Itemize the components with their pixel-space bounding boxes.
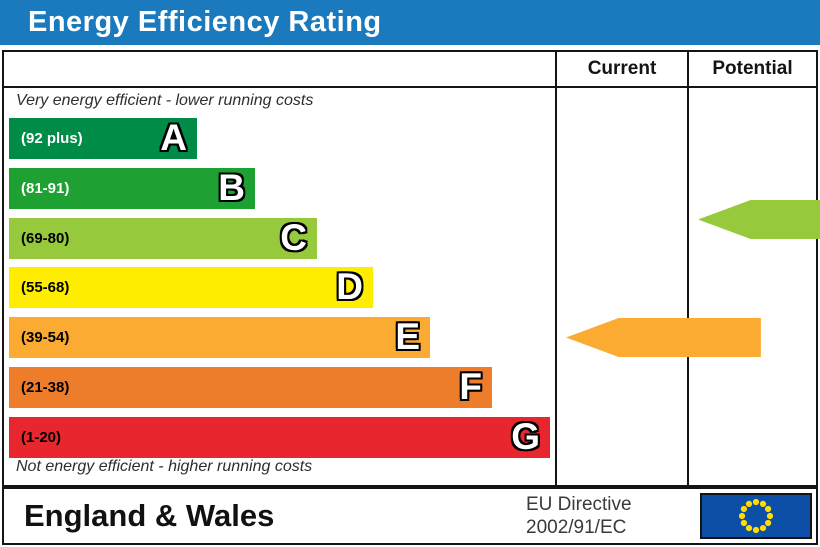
band-range-label: (81-91) [21,180,70,197]
column-header-current: Current [587,58,657,79]
band-letter-e: E [395,316,420,357]
band-range-label: (1-20) [21,429,62,446]
band-letter-b: B [218,167,245,208]
band-row-b: (81-91) B [9,168,255,209]
band-range-label: (39-54) [21,329,70,346]
band-letter-c: C [280,217,307,258]
column-header-potential: Potential [712,58,793,79]
band-range-label: (55-68) [21,279,70,296]
eu-flag-stars [738,498,774,534]
page-title: Energy Efficiency Rating [28,6,382,38]
eu-directive-line1: EU Directive [526,494,632,515]
eu-directive-label: EU Directive 2002/91/EC [526,493,632,539]
title-bar: Energy Efficiency Rating [0,0,820,45]
current-rating-value: 47 [760,321,796,353]
band-range-label: (21-38) [21,379,70,396]
band-letter-a: A [160,117,187,158]
band-letter-d: D [336,266,363,307]
header-divider [4,86,816,88]
band-row-e: (39-54) E [9,317,430,358]
efficiency-note-bottom: Not energy efficient - higher running co… [16,458,313,475]
footer: England & Wales EU Directive 2002/91/EC [2,487,818,545]
eu-flag-icon [700,493,812,539]
band-range-label: (92 plus) [21,130,83,147]
band-row-f: (21-38) F [9,367,492,408]
region-label: England & Wales [24,498,275,533]
band-row-c: (69-80) C [9,218,317,259]
rating-chart: Current Potential Very energy efficient … [2,50,820,487]
band-range-label: (69-80) [21,230,70,247]
column-divider-potential [687,52,689,485]
band-letter-g: G [511,416,540,457]
band-letter-f: F [459,366,482,407]
column-divider-current [555,52,557,485]
band-row-a: (92 plus) A [9,118,197,159]
efficiency-note-top: Very energy efficient - lower running co… [16,92,314,109]
eu-directive-line2: 2002/91/EC [526,517,627,538]
band-row-g: (1-20) G [9,417,550,458]
current-rating-arrow: 47 [566,318,761,357]
band-row-d: (55-68) D [9,267,373,308]
potential-rating-arrow: 79 [698,200,820,239]
